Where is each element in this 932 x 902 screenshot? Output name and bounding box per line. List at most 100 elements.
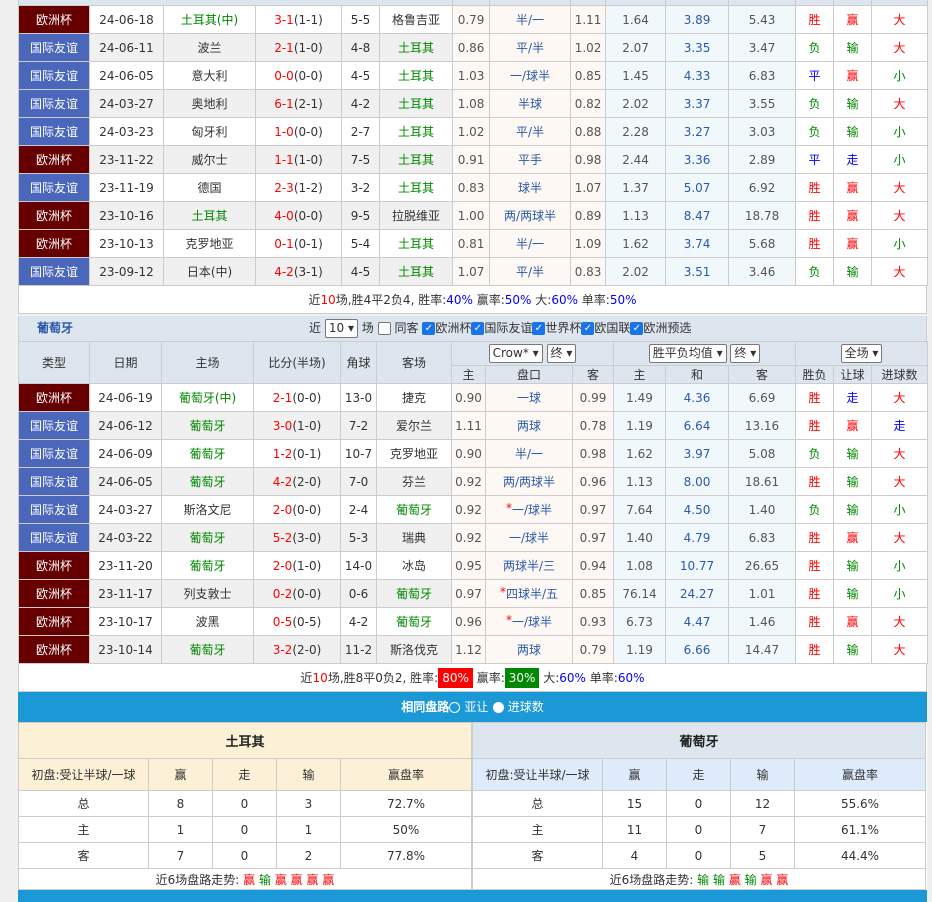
match-type[interactable]: 欧洲杯: [18, 145, 90, 174]
odds-home: 1.07: [452, 257, 491, 286]
col-type: 类型: [18, 341, 90, 384]
match-type[interactable]: 国际友谊: [18, 467, 90, 496]
home-team[interactable]: 葡萄牙: [161, 411, 254, 440]
home-team[interactable]: 葡萄牙(中): [161, 383, 254, 412]
away-team[interactable]: 土耳其: [378, 61, 454, 90]
match-type[interactable]: 国际友谊: [18, 173, 90, 202]
same-row: 总 15 0 12 55.6%: [472, 790, 926, 817]
match-type[interactable]: 欧洲杯: [18, 579, 90, 608]
goals-result: 大: [871, 89, 929, 118]
home-team[interactable]: 波黑: [161, 607, 254, 636]
home-team[interactable]: 克罗地亚: [163, 229, 256, 258]
away-team[interactable]: 捷克: [376, 383, 452, 412]
match-type[interactable]: 国际友谊: [18, 257, 90, 286]
match-type[interactable]: 国际友谊: [18, 495, 90, 524]
away-team[interactable]: 土耳其: [378, 89, 454, 118]
same-cell: 0: [666, 816, 731, 843]
score: 2-1(1-0): [255, 33, 342, 62]
away-team[interactable]: 土耳其: [378, 173, 454, 202]
home-team[interactable]: 葡萄牙: [161, 467, 254, 496]
score: 1-2(0-1): [253, 439, 341, 468]
home-team[interactable]: 葡萄牙: [161, 439, 254, 468]
match-type[interactable]: 国际友谊: [18, 411, 90, 440]
scope-select[interactable]: 全场 ▾: [840, 344, 883, 363]
match-row: 国际友谊 24-03-22 葡萄牙 5-2(3-0) 5-3 瑞典 0.92 一…: [18, 523, 929, 552]
away-team[interactable]: 芬兰: [376, 467, 452, 496]
header-cell: 盘口: [485, 365, 573, 384]
same-cell: 1: [276, 816, 341, 843]
away-team[interactable]: 瑞典: [376, 523, 452, 552]
away-team[interactable]: 土耳其: [378, 33, 454, 62]
match-type[interactable]: 国际友谊: [18, 439, 90, 468]
home-team[interactable]: 威尔士: [163, 145, 256, 174]
radio-goals[interactable]: [492, 702, 504, 713]
odds-home: 1.12: [451, 635, 486, 664]
home-team[interactable]: 奥地利: [163, 89, 256, 118]
home-team[interactable]: 土耳其(中): [163, 5, 256, 34]
same-col-header: 走: [212, 758, 277, 791]
home-team[interactable]: 斯洛文尼: [161, 495, 254, 524]
eu-home: 2.28: [605, 117, 667, 146]
filter-checkbox[interactable]: ✓: [422, 322, 436, 335]
same-away-checkbox[interactable]: [377, 322, 391, 335]
away-team[interactable]: 土耳其: [378, 229, 454, 258]
match-date: 23-09-12: [89, 257, 164, 286]
corners: 0-6: [340, 579, 377, 608]
result: 平: [795, 61, 835, 90]
filter-checkbox[interactable]: ✓: [471, 322, 485, 335]
odds-home: 0.95: [451, 551, 486, 580]
radio-handicap[interactable]: [449, 702, 461, 713]
away-team[interactable]: 爱尔兰: [376, 411, 452, 440]
score: 0-2(0-0): [253, 579, 341, 608]
match-type[interactable]: 欧洲杯: [18, 201, 90, 230]
trend-item: 输: [712, 872, 725, 887]
filter-checkbox[interactable]: ✓: [630, 322, 644, 335]
odds-type-select[interactable]: 胜平负均值 ▾: [648, 344, 727, 363]
home-team[interactable]: 葡萄牙: [161, 551, 254, 580]
odds-away: 0.94: [571, 551, 615, 580]
match-row: 欧洲杯 24-06-18 土耳其(中) 3-1(1-1) 5-5 格鲁吉亚 0.…: [18, 5, 929, 34]
home-team[interactable]: 列支敦士: [161, 579, 254, 608]
match-type[interactable]: 欧洲杯: [18, 229, 90, 258]
home-team[interactable]: 德国: [163, 173, 256, 202]
odds-away: 0.99: [571, 383, 615, 412]
away-team[interactable]: 土耳其: [378, 117, 454, 146]
company-select[interactable]: Crow* ▾: [488, 344, 543, 363]
away-team[interactable]: 葡萄牙: [376, 607, 452, 636]
match-type[interactable]: 国际友谊: [18, 33, 90, 62]
away-team[interactable]: 拉脱维亚: [378, 201, 454, 230]
goals-result: 小: [871, 117, 929, 146]
home-team[interactable]: 葡萄牙: [161, 523, 254, 552]
home-team[interactable]: 匈牙利: [163, 117, 256, 146]
home-team[interactable]: 波兰: [163, 33, 256, 62]
match-type[interactable]: 欧洲杯: [18, 383, 90, 412]
final-select-1[interactable]: 终 ▾: [546, 344, 577, 363]
same-col-header: 赢: [602, 758, 667, 791]
handicap: *一/球半: [485, 495, 573, 524]
match-type[interactable]: 国际友谊: [18, 523, 90, 552]
match-type[interactable]: 欧洲杯: [18, 607, 90, 636]
final-select-2[interactable]: 终 ▾: [730, 344, 761, 363]
away-team[interactable]: 葡萄牙: [376, 495, 452, 524]
match-type[interactable]: 欧洲杯: [18, 635, 90, 664]
home-team[interactable]: 葡萄牙: [161, 635, 254, 664]
filter-checkbox[interactable]: ✓: [581, 322, 595, 335]
match-type[interactable]: 国际友谊: [18, 117, 90, 146]
away-team[interactable]: 格鲁吉亚: [378, 5, 454, 34]
match-count-select[interactable]: 10 ▾: [324, 319, 358, 338]
home-team[interactable]: 土耳其: [163, 201, 256, 230]
match-type[interactable]: 欧洲杯: [18, 5, 90, 34]
away-team[interactable]: 土耳其: [378, 257, 454, 286]
away-team[interactable]: 葡萄牙: [376, 579, 452, 608]
home-team[interactable]: 日本(中): [163, 257, 256, 286]
match-type[interactable]: 国际友谊: [18, 89, 90, 118]
filter-checkbox[interactable]: ✓: [532, 322, 546, 335]
away-team[interactable]: 冰岛: [376, 551, 452, 580]
home-team[interactable]: 意大利: [163, 61, 256, 90]
away-team[interactable]: 斯洛伐克: [376, 635, 452, 664]
match-type[interactable]: 国际友谊: [18, 61, 90, 90]
away-team[interactable]: 土耳其: [378, 145, 454, 174]
match-type[interactable]: 欧洲杯: [18, 551, 90, 580]
header-cell: 客: [728, 365, 797, 384]
away-team[interactable]: 克罗地亚: [376, 439, 452, 468]
